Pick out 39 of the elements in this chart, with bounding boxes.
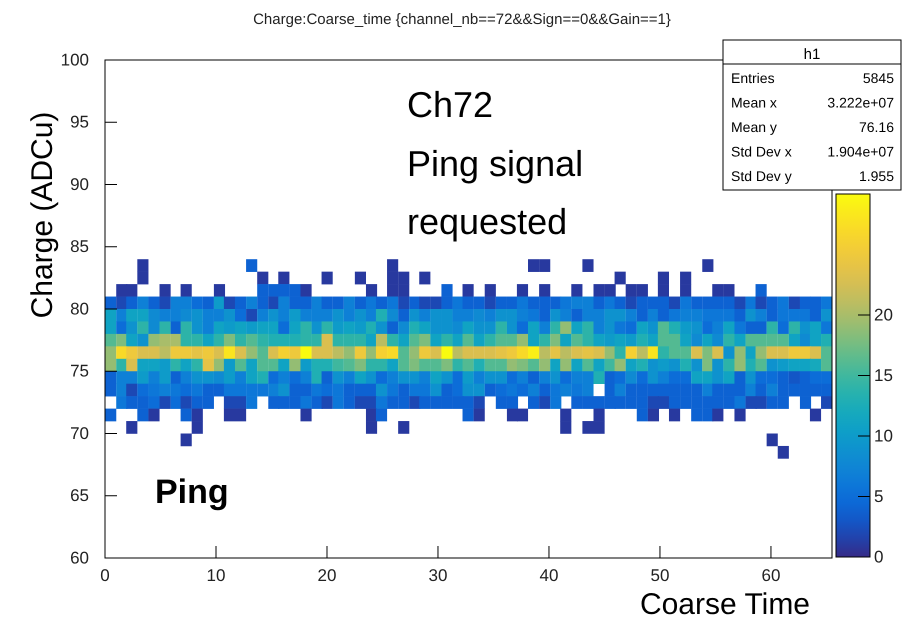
y-tick-label: 60 — [70, 548, 89, 568]
x-tick-label: 10 — [206, 566, 226, 585]
y-tick-label: 85 — [70, 237, 89, 256]
color-bar-label: 5 — [874, 486, 884, 506]
y-axis-title: Charge (ADCu) — [26, 112, 59, 318]
text: 5845 — [862, 70, 894, 86]
y-tick-label: 80 — [70, 299, 89, 318]
x-tick-label: 60 — [761, 566, 780, 585]
x-tick-label: 0 — [100, 566, 110, 585]
y-tick-label: 100 — [60, 50, 89, 70]
x-tick-label: 20 — [318, 566, 336, 585]
annotation: Ping — [155, 473, 229, 511]
text: 1.955 — [858, 168, 894, 184]
y-tick-label: 70 — [70, 424, 89, 443]
annotation: Entries — [731, 70, 775, 86]
color-bar-label: 15 — [874, 366, 893, 385]
y-tick-label: 90 — [70, 174, 89, 194]
annotation: Std Dev x — [731, 144, 792, 160]
y-tick-label: 65 — [70, 486, 89, 506]
x-axis-title: Coarse Time — [640, 588, 810, 620]
y-tick-label: 95 — [70, 112, 89, 132]
annotation: 1.904e+07 — [827, 144, 894, 160]
chart-title: Charge:Coarse_time {channel_nb==72&&Sign==0&&Gain==1} — [253, 11, 671, 28]
color-bar-label: 20 — [874, 305, 893, 324]
x-tick-label: 40 — [540, 566, 558, 585]
annotation: Mean x — [731, 94, 777, 110]
y-tick-label: 75 — [70, 362, 89, 381]
color-bar-label: 10 — [874, 426, 893, 446]
color-bar-label: 0 — [874, 547, 884, 566]
x-tick-label: 50 — [650, 566, 670, 585]
annotation: h1 — [804, 46, 820, 63]
annotation: Ping signal — [407, 143, 584, 184]
annotation: Mean y — [731, 119, 777, 135]
x-tick-label: 30 — [428, 566, 448, 585]
annotation: Ch72 — [407, 84, 494, 125]
text: 76.16 — [858, 119, 894, 135]
annotation: 3.222e+07 — [827, 94, 894, 110]
annotation: requested — [407, 201, 568, 242]
annotation: Std Dev y — [731, 168, 792, 184]
